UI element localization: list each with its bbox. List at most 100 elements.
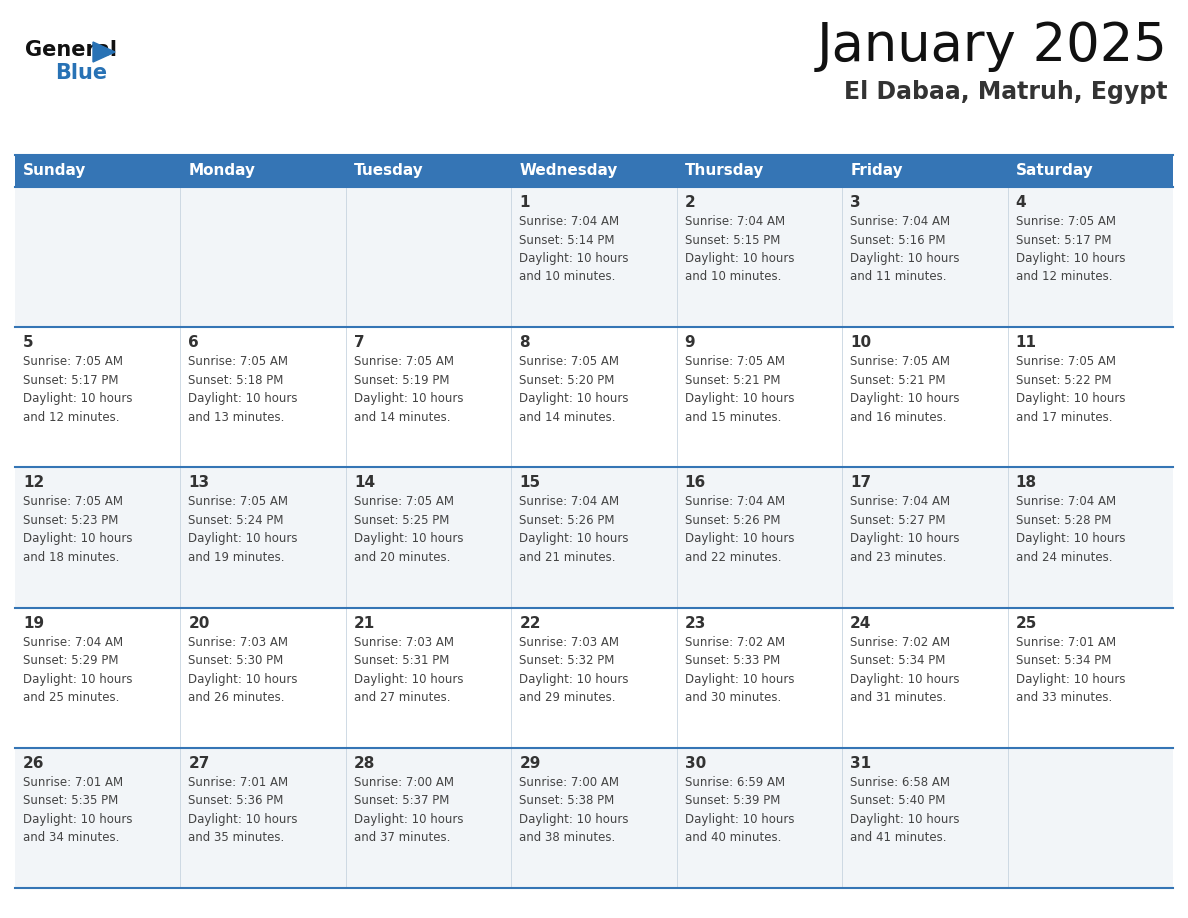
Text: El Dabaa, Matruh, Egypt: El Dabaa, Matruh, Egypt [845,80,1168,104]
Text: Sunrise: 7:05 AM
Sunset: 5:23 PM
Daylight: 10 hours
and 18 minutes.: Sunrise: 7:05 AM Sunset: 5:23 PM Dayligh… [23,496,133,564]
Text: Sunrise: 7:05 AM
Sunset: 5:22 PM
Daylight: 10 hours
and 17 minutes.: Sunrise: 7:05 AM Sunset: 5:22 PM Dayligh… [1016,355,1125,424]
Bar [1007,187,1173,327]
Text: Blue: Blue [55,63,107,83]
Bar [677,748,842,888]
Text: 1: 1 [519,195,530,210]
Text: 30: 30 [684,756,706,771]
Text: Sunrise: 7:04 AM
Sunset: 5:14 PM
Daylight: 10 hours
and 10 minutes.: Sunrise: 7:04 AM Sunset: 5:14 PM Dayligh… [519,215,628,284]
Bar [511,748,677,888]
Bar [511,467,677,608]
Text: 23: 23 [684,616,706,631]
Text: Sunrise: 7:03 AM
Sunset: 5:30 PM
Daylight: 10 hours
and 26 minutes.: Sunrise: 7:03 AM Sunset: 5:30 PM Dayligh… [189,635,298,704]
Text: 2: 2 [684,195,695,210]
Bar [842,748,1007,888]
Bar [677,327,842,467]
Bar [842,327,1007,467]
Bar [677,187,842,327]
Text: 19: 19 [23,616,44,631]
Text: 31: 31 [851,756,871,771]
Text: Wednesday: Wednesday [519,163,618,178]
Polygon shape [93,42,115,62]
Bar [1007,155,1173,187]
Text: 13: 13 [189,476,209,490]
Text: Sunrise: 6:59 AM
Sunset: 5:39 PM
Daylight: 10 hours
and 40 minutes.: Sunrise: 6:59 AM Sunset: 5:39 PM Dayligh… [684,776,795,845]
Text: January 2025: January 2025 [817,20,1168,72]
Bar [346,748,511,888]
Text: Sunrise: 7:01 AM
Sunset: 5:36 PM
Daylight: 10 hours
and 35 minutes.: Sunrise: 7:01 AM Sunset: 5:36 PM Dayligh… [189,776,298,845]
Text: Sunrise: 7:00 AM
Sunset: 5:37 PM
Daylight: 10 hours
and 37 minutes.: Sunrise: 7:00 AM Sunset: 5:37 PM Dayligh… [354,776,463,845]
Text: 3: 3 [851,195,861,210]
Bar [1007,748,1173,888]
Bar [181,187,346,327]
Bar [181,467,346,608]
Bar [346,187,511,327]
Text: 9: 9 [684,335,695,350]
Bar [842,187,1007,327]
Text: Thursday: Thursday [684,163,764,178]
Text: Sunrise: 7:04 AM
Sunset: 5:28 PM
Daylight: 10 hours
and 24 minutes.: Sunrise: 7:04 AM Sunset: 5:28 PM Dayligh… [1016,496,1125,564]
Text: 21: 21 [354,616,375,631]
Text: 18: 18 [1016,476,1037,490]
Text: 25: 25 [1016,616,1037,631]
Text: 10: 10 [851,335,871,350]
Bar [677,467,842,608]
Text: Sunrise: 7:04 AM
Sunset: 5:15 PM
Daylight: 10 hours
and 10 minutes.: Sunrise: 7:04 AM Sunset: 5:15 PM Dayligh… [684,215,795,284]
Bar [15,608,181,748]
Text: Sunrise: 7:03 AM
Sunset: 5:32 PM
Daylight: 10 hours
and 29 minutes.: Sunrise: 7:03 AM Sunset: 5:32 PM Dayligh… [519,635,628,704]
Bar [677,155,842,187]
Bar [346,467,511,608]
Text: 8: 8 [519,335,530,350]
Text: 4: 4 [1016,195,1026,210]
Text: Sunday: Sunday [23,163,87,178]
Text: Sunrise: 7:03 AM
Sunset: 5:31 PM
Daylight: 10 hours
and 27 minutes.: Sunrise: 7:03 AM Sunset: 5:31 PM Dayligh… [354,635,463,704]
Bar [346,608,511,748]
Text: Sunrise: 7:05 AM
Sunset: 5:17 PM
Daylight: 10 hours
and 12 minutes.: Sunrise: 7:05 AM Sunset: 5:17 PM Dayligh… [23,355,133,424]
Bar [15,155,181,187]
Text: Sunrise: 7:05 AM
Sunset: 5:18 PM
Daylight: 10 hours
and 13 minutes.: Sunrise: 7:05 AM Sunset: 5:18 PM Dayligh… [189,355,298,424]
Text: 24: 24 [851,616,872,631]
Text: Sunrise: 7:04 AM
Sunset: 5:27 PM
Daylight: 10 hours
and 23 minutes.: Sunrise: 7:04 AM Sunset: 5:27 PM Dayligh… [851,496,960,564]
Text: Sunrise: 7:04 AM
Sunset: 5:26 PM
Daylight: 10 hours
and 22 minutes.: Sunrise: 7:04 AM Sunset: 5:26 PM Dayligh… [684,496,795,564]
Text: 17: 17 [851,476,871,490]
Text: Sunrise: 7:02 AM
Sunset: 5:34 PM
Daylight: 10 hours
and 31 minutes.: Sunrise: 7:02 AM Sunset: 5:34 PM Dayligh… [851,635,960,704]
Text: Friday: Friday [851,163,903,178]
Text: Sunrise: 7:01 AM
Sunset: 5:34 PM
Daylight: 10 hours
and 33 minutes.: Sunrise: 7:01 AM Sunset: 5:34 PM Dayligh… [1016,635,1125,704]
Bar [15,187,181,327]
Bar [842,608,1007,748]
Text: 6: 6 [189,335,200,350]
Bar [842,467,1007,608]
Bar [1007,327,1173,467]
Text: Sunrise: 7:00 AM
Sunset: 5:38 PM
Daylight: 10 hours
and 38 minutes.: Sunrise: 7:00 AM Sunset: 5:38 PM Dayligh… [519,776,628,845]
Text: Sunrise: 7:05 AM
Sunset: 5:21 PM
Daylight: 10 hours
and 15 minutes.: Sunrise: 7:05 AM Sunset: 5:21 PM Dayligh… [684,355,795,424]
Text: Sunrise: 7:05 AM
Sunset: 5:20 PM
Daylight: 10 hours
and 14 minutes.: Sunrise: 7:05 AM Sunset: 5:20 PM Dayligh… [519,355,628,424]
Text: Sunrise: 7:05 AM
Sunset: 5:17 PM
Daylight: 10 hours
and 12 minutes.: Sunrise: 7:05 AM Sunset: 5:17 PM Dayligh… [1016,215,1125,284]
Text: 5: 5 [23,335,33,350]
Bar [677,608,842,748]
Text: 7: 7 [354,335,365,350]
Bar [346,155,511,187]
Text: 16: 16 [684,476,706,490]
Text: Sunrise: 7:04 AM
Sunset: 5:29 PM
Daylight: 10 hours
and 25 minutes.: Sunrise: 7:04 AM Sunset: 5:29 PM Dayligh… [23,635,133,704]
Bar [1007,608,1173,748]
Text: 27: 27 [189,756,210,771]
Text: Sunrise: 7:05 AM
Sunset: 5:25 PM
Daylight: 10 hours
and 20 minutes.: Sunrise: 7:05 AM Sunset: 5:25 PM Dayligh… [354,496,463,564]
Text: 12: 12 [23,476,44,490]
Text: Sunrise: 7:04 AM
Sunset: 5:26 PM
Daylight: 10 hours
and 21 minutes.: Sunrise: 7:04 AM Sunset: 5:26 PM Dayligh… [519,496,628,564]
Bar [511,187,677,327]
Text: Sunrise: 7:04 AM
Sunset: 5:16 PM
Daylight: 10 hours
and 11 minutes.: Sunrise: 7:04 AM Sunset: 5:16 PM Dayligh… [851,215,960,284]
Text: Saturday: Saturday [1016,163,1093,178]
Text: Sunrise: 7:05 AM
Sunset: 5:19 PM
Daylight: 10 hours
and 14 minutes.: Sunrise: 7:05 AM Sunset: 5:19 PM Dayligh… [354,355,463,424]
Bar [181,608,346,748]
Bar [181,748,346,888]
Bar [181,327,346,467]
Bar [842,155,1007,187]
Bar [511,327,677,467]
Text: Sunrise: 6:58 AM
Sunset: 5:40 PM
Daylight: 10 hours
and 41 minutes.: Sunrise: 6:58 AM Sunset: 5:40 PM Dayligh… [851,776,960,845]
Text: 20: 20 [189,616,210,631]
Text: Tuesday: Tuesday [354,163,424,178]
Text: General: General [25,40,116,60]
Text: Monday: Monday [189,163,255,178]
Text: Sunrise: 7:05 AM
Sunset: 5:24 PM
Daylight: 10 hours
and 19 minutes.: Sunrise: 7:05 AM Sunset: 5:24 PM Dayligh… [189,496,298,564]
Bar [15,327,181,467]
Bar [1007,467,1173,608]
